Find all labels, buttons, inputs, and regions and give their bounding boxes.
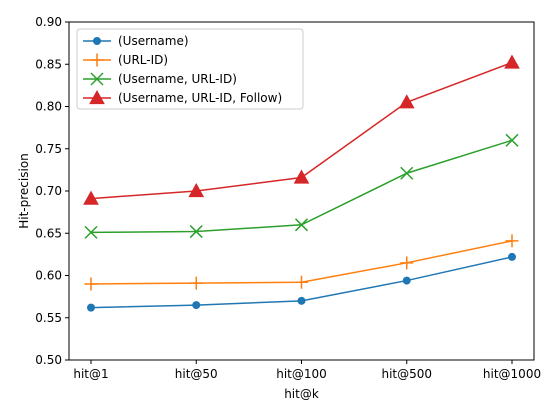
data-point: [398, 94, 415, 109]
x-tick-label: hit@50: [175, 367, 218, 381]
legend-marker: [90, 53, 104, 67]
data-point: [295, 275, 308, 289]
y-axis: 0.50 0.55 0.60 0.65 0.70 0.75 0.80 0.85 0.90: [35, 15, 69, 367]
y-tick-label: 0.85: [35, 57, 62, 71]
series-layer: [83, 54, 520, 312]
x-tick-label: hit@1000: [483, 367, 541, 381]
legend-label: (Username, URL-ID): [118, 72, 237, 86]
x-tick-label: hit@1: [73, 367, 108, 381]
data-point: [293, 169, 310, 184]
legend-entry: (Username, URL-ID): [83, 72, 237, 86]
data-point: [297, 296, 306, 305]
data-point: [505, 133, 519, 147]
data-point: [84, 225, 98, 239]
data-point: [508, 252, 516, 261]
data-point: [189, 276, 203, 290]
y-tick-label: 0.60: [35, 269, 62, 283]
legend-entry: (Username): [83, 34, 189, 48]
legend-marker: [90, 72, 104, 86]
legend-entry: (Username, URL-ID, Follow): [83, 89, 282, 105]
legend: (Username) (URL-ID) (Username, URL-ID) (Use…: [76, 28, 304, 110]
data-point: [400, 166, 414, 180]
legend-box: [76, 28, 304, 110]
y-tick-label: 0.55: [35, 311, 62, 325]
data-point: [87, 303, 95, 312]
y-tick-label: 0.50: [35, 353, 62, 367]
series-line: [90, 139, 513, 234]
data-point: [188, 182, 205, 198]
y-tick-label: 0.90: [35, 15, 62, 29]
data-point: [83, 190, 99, 205]
y-tick-label: 0.75: [35, 142, 62, 156]
series-2: [84, 234, 519, 291]
data-point: [192, 301, 201, 310]
y-tick-label: 0.65: [35, 226, 62, 240]
legend-marker: [93, 37, 101, 45]
legend-marker: [89, 89, 105, 105]
data-point: [84, 277, 98, 291]
series-3: [84, 133, 519, 239]
x-axis-title: hit@k: [284, 387, 319, 401]
legend-label: (Username, URL-ID, Follow): [118, 91, 282, 105]
y-tick-label: 0.70: [35, 184, 62, 198]
x-tick-label: hit@100: [276, 367, 327, 381]
data-point: [504, 54, 520, 69]
legend-label: (Username): [118, 34, 189, 48]
legend-entry: (URL-ID): [83, 53, 168, 67]
legend-label: (URL-ID): [118, 53, 168, 67]
data-point: [400, 256, 414, 270]
x-axis: hit@1 hit@50 hit@100 hit@500 hit@1000: [73, 360, 541, 381]
y-axis-title: Hit-precision: [17, 153, 31, 229]
y-tick-label: 0.80: [35, 100, 62, 114]
series-1: [87, 252, 516, 312]
x-tick-label: hit@500: [381, 367, 432, 381]
data-point: [189, 225, 203, 239]
data-point: [505, 234, 519, 248]
data-point: [294, 218, 309, 232]
data-point: [402, 276, 411, 285]
series-4: [83, 54, 520, 205]
